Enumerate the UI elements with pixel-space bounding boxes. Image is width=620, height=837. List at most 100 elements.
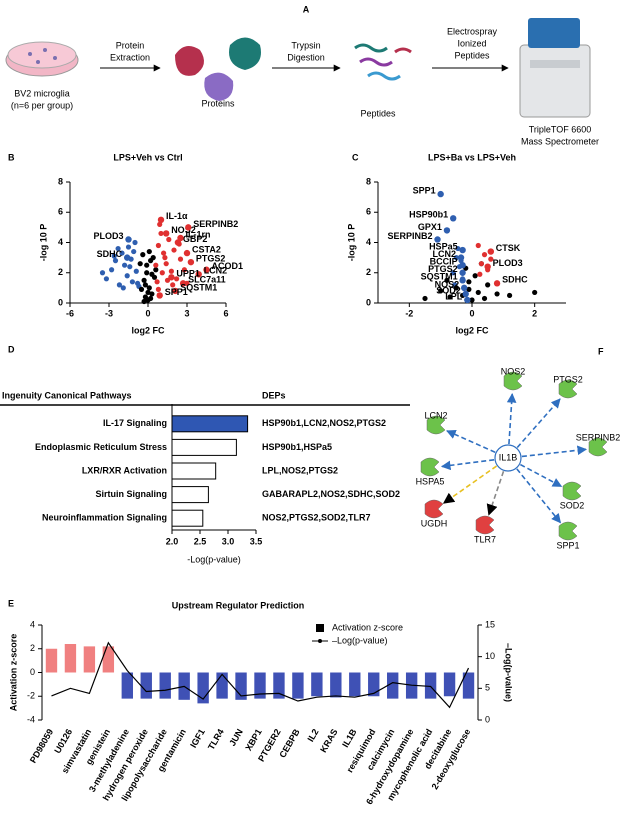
point bbox=[163, 261, 169, 267]
annotation: SQSTM1 bbox=[421, 272, 458, 282]
x-axis-label: -Log(p-value) bbox=[187, 554, 241, 564]
point bbox=[171, 247, 177, 253]
point bbox=[127, 264, 133, 270]
annotation: LCN2 bbox=[433, 249, 457, 259]
point bbox=[159, 270, 165, 276]
point bbox=[129, 279, 135, 285]
point bbox=[438, 288, 444, 294]
node-label: SOD2 bbox=[560, 500, 585, 510]
point bbox=[137, 261, 143, 267]
x-tick-label: -6 bbox=[66, 308, 74, 318]
y-axis-label: -log 10 P bbox=[38, 224, 48, 262]
edge bbox=[516, 398, 561, 449]
point bbox=[142, 282, 148, 288]
legend-swatch bbox=[318, 639, 322, 643]
bar bbox=[140, 672, 152, 699]
bar bbox=[424, 672, 437, 699]
point bbox=[168, 268, 174, 274]
x-tick-label: 3.0 bbox=[222, 536, 235, 546]
arrow-label: Trypsin bbox=[291, 40, 320, 50]
point bbox=[124, 273, 130, 279]
point bbox=[153, 262, 159, 268]
annotation: CSTA2 bbox=[192, 244, 221, 254]
bar bbox=[368, 672, 380, 697]
annotated-point bbox=[195, 271, 202, 278]
edge bbox=[486, 471, 505, 516]
bar bbox=[64, 644, 77, 673]
x-tick-label: KRAS bbox=[318, 727, 339, 754]
annotated-point bbox=[179, 280, 187, 287]
annotated-point bbox=[459, 269, 466, 276]
y2-tick-label: 15 bbox=[485, 619, 495, 629]
arrow-label: Ionized bbox=[457, 38, 486, 48]
annotation: LCN2 bbox=[204, 266, 228, 276]
point bbox=[453, 285, 459, 291]
point bbox=[122, 262, 128, 268]
node bbox=[588, 437, 608, 457]
bar bbox=[45, 648, 58, 673]
y-tick-label: 2 bbox=[30, 643, 35, 653]
y-tick-label: 2 bbox=[58, 267, 63, 277]
legend-label: Activation z-score bbox=[332, 622, 403, 632]
annotation: SPP1 bbox=[413, 185, 436, 195]
step-label: TripleTOF 6600 bbox=[529, 124, 592, 134]
step-label: BV2 microglia bbox=[14, 88, 70, 98]
dep-list: LPL,NOS2,PTGS2 bbox=[262, 465, 338, 475]
x-axis-label: log2 FC bbox=[132, 325, 165, 335]
bar bbox=[292, 672, 304, 699]
point bbox=[466, 279, 472, 285]
edge bbox=[519, 463, 563, 488]
arrow-label: Digestion bbox=[287, 52, 325, 62]
node-label: SPP1 bbox=[556, 540, 579, 550]
point bbox=[112, 258, 119, 264]
y-tick-label: 4 bbox=[30, 619, 35, 629]
point bbox=[120, 285, 126, 291]
dep-list: NOS2,PTGS2,SOD2,TLR7 bbox=[262, 513, 371, 523]
x-tick-label: -2 bbox=[405, 308, 413, 318]
point bbox=[131, 248, 137, 255]
point bbox=[125, 244, 132, 250]
annotated-point bbox=[443, 227, 451, 234]
category-label: LXR/RXR Activation bbox=[82, 465, 167, 475]
point bbox=[115, 245, 121, 252]
node bbox=[503, 371, 523, 391]
annotated-point bbox=[464, 296, 471, 304]
step-label: (n=6 per group) bbox=[11, 100, 73, 110]
annotated-point bbox=[177, 234, 184, 242]
annotated-point bbox=[460, 284, 468, 292]
panel-letter: F bbox=[598, 346, 604, 356]
annotated-point bbox=[487, 248, 494, 255]
point bbox=[477, 271, 483, 277]
annotated-point bbox=[484, 263, 491, 270]
point bbox=[478, 261, 484, 267]
category-label: IL-17 Signaling bbox=[103, 418, 167, 428]
annotation: SERPINB2 bbox=[388, 231, 433, 241]
dep-list: HSP90b1,HSPa5 bbox=[262, 442, 332, 452]
point bbox=[162, 255, 168, 261]
y-tick-label: 2 bbox=[366, 267, 371, 277]
y-axis-label: -log 10 P bbox=[346, 224, 356, 262]
annotated-point bbox=[459, 261, 466, 269]
point bbox=[157, 221, 163, 227]
x-tick-label: 2.5 bbox=[194, 536, 207, 546]
point bbox=[455, 245, 461, 252]
point bbox=[146, 248, 152, 255]
point bbox=[466, 286, 472, 292]
annotation: HSP90b1 bbox=[409, 210, 448, 220]
bar bbox=[254, 672, 266, 699]
annotation: ACOD1 bbox=[212, 261, 244, 271]
node bbox=[426, 415, 446, 435]
step-label: Mass Spectrometer bbox=[521, 136, 599, 146]
node bbox=[420, 457, 440, 477]
workflow-art bbox=[5, 18, 591, 118]
line bbox=[51, 641, 470, 709]
point bbox=[141, 277, 147, 283]
table-header: DEPs bbox=[262, 390, 286, 400]
annotated-point bbox=[124, 254, 131, 261]
annotation: PLOD3 bbox=[93, 231, 123, 241]
node bbox=[475, 515, 495, 535]
point bbox=[154, 279, 160, 285]
panel-letter: A bbox=[303, 4, 310, 14]
x-tick-label: JUN bbox=[227, 727, 245, 748]
